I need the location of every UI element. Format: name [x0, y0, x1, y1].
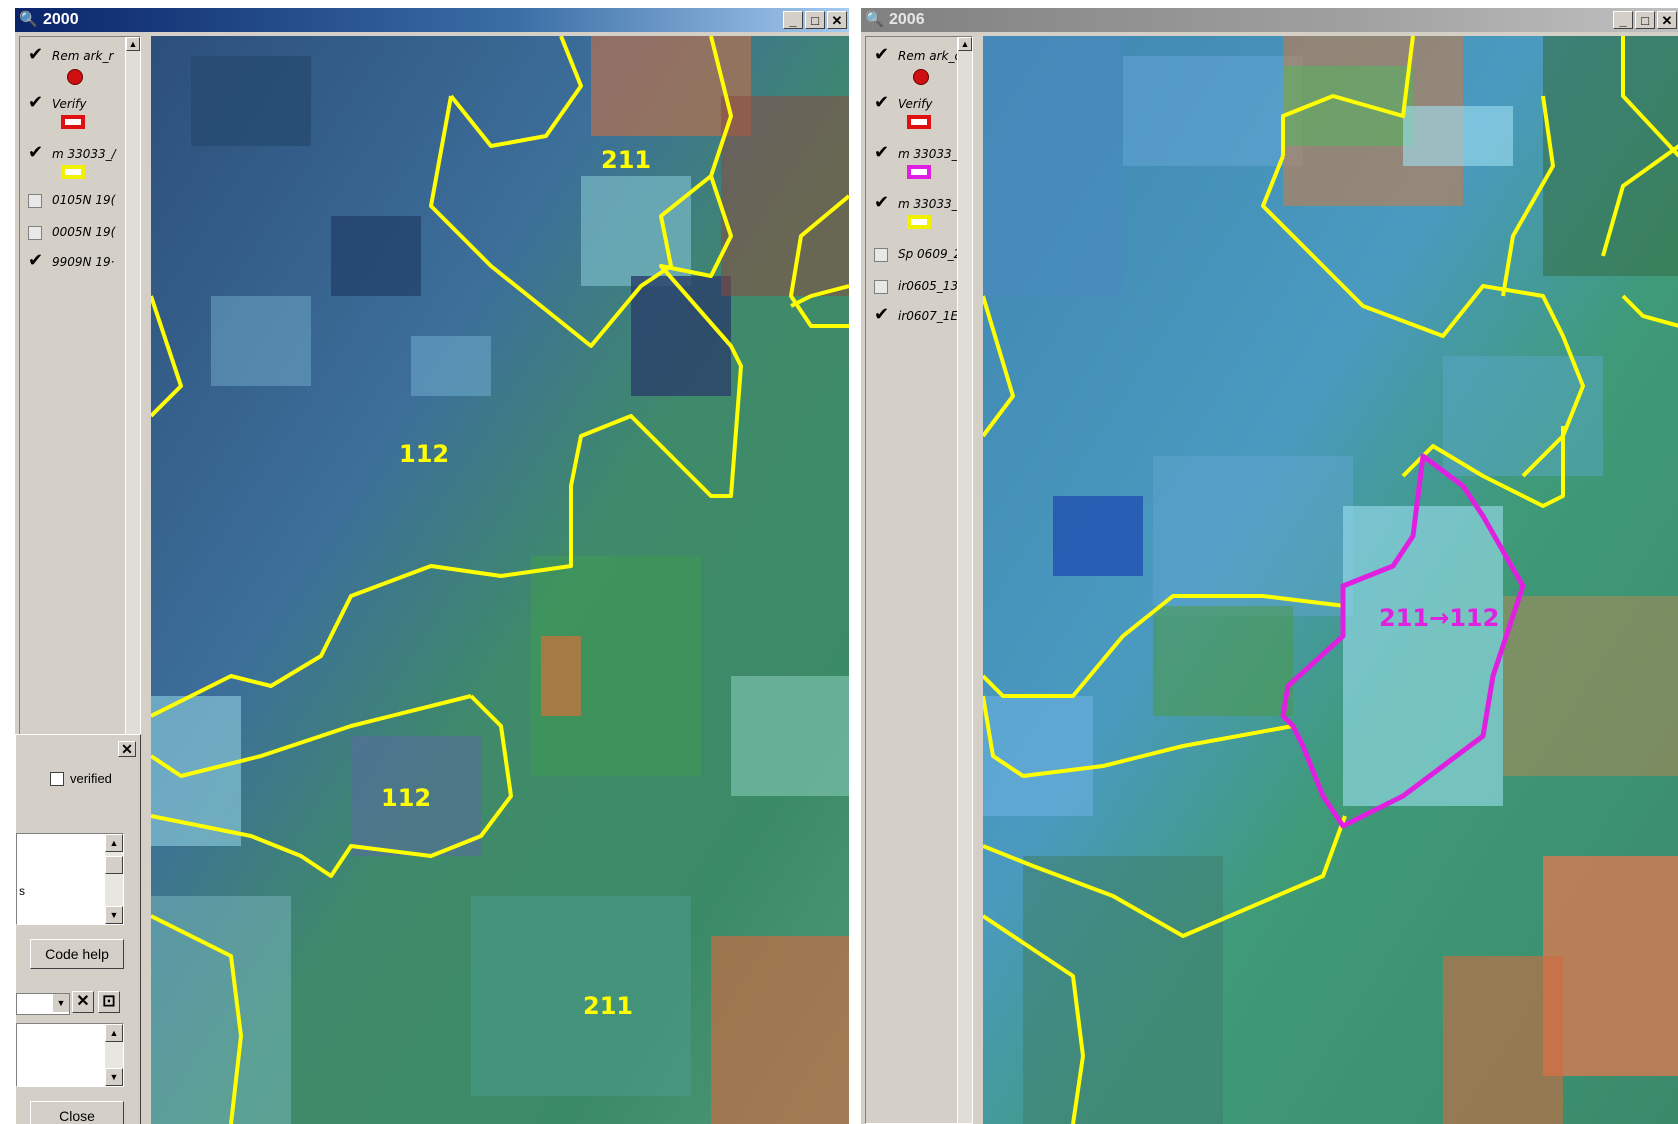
magnifier-icon: 🔍 [865, 11, 884, 28]
layer-label: 0005N 19( [52, 225, 116, 239]
code-textarea[interactable]: ▲ ▼ [16, 1023, 124, 1087]
layer-label: Rem ark_r [52, 49, 114, 63]
layer-list-scrollbar[interactable]: ▲ [957, 37, 972, 1123]
scroll-thumb[interactable] [105, 856, 123, 874]
layer-item-9909n[interactable]: ✔ 9909N 19· [28, 250, 115, 271]
window-title: 2000 [43, 11, 79, 28]
code-help-button[interactable]: Code help [30, 939, 124, 969]
red-dot-symbol-icon [913, 69, 929, 85]
layer-item-m33033-c[interactable]: ✔ m 33033_c [874, 142, 965, 163]
layer-item-remark[interactable]: ✔ Rem ark_r [28, 44, 114, 65]
layer-label: ir0605_13 [898, 279, 959, 293]
layer-item-0005n[interactable]: 0005N 19( [28, 225, 115, 240]
map-label: 211 [601, 146, 651, 174]
map-label: 112 [399, 440, 449, 468]
red-rect-symbol-icon [61, 115, 85, 129]
close-button[interactable]: ✕ [1657, 11, 1677, 29]
textarea-scrollbar[interactable]: ▲ ▼ [105, 834, 123, 924]
layer-label: m 33033_c [898, 147, 965, 161]
red-rect-symbol-icon [907, 115, 931, 129]
code-dropdown[interactable]: ▼ [16, 993, 70, 1015]
target-button[interactable]: ⊡ [98, 991, 120, 1013]
title-bar[interactable]: 🔍 2006 _ □ ✕ [861, 8, 1678, 32]
checkbox-checked[interactable]: ✔ [28, 92, 44, 113]
scroll-up-icon[interactable]: ▲ [105, 1024, 123, 1042]
layer-item-sp0609[interactable]: Sp 0609_2 [874, 247, 961, 262]
layer-label: m 33033_r [898, 197, 963, 211]
scroll-down-icon[interactable]: ▼ [105, 1068, 123, 1086]
textarea-scrollbar[interactable]: ▲ ▼ [105, 1024, 123, 1086]
checkbox-checked[interactable]: ✔ [874, 92, 890, 113]
minimize-button[interactable]: _ [1613, 11, 1633, 29]
layer-item-verify[interactable]: ✔ Verify [874, 92, 933, 113]
layer-item-m33033[interactable]: ✔ m 33033_/ [28, 142, 116, 163]
window-title: 2006 [889, 11, 925, 28]
magenta-rect-symbol-icon [907, 165, 931, 179]
layer-label: 9909N 19· [52, 255, 115, 269]
layer-item-ir0605[interactable]: ir0605_13 [874, 279, 958, 294]
layer-item-0105n[interactable]: 0105N 19( [28, 193, 115, 208]
layer-item-ir0607[interactable]: ✔ ir0607_1E [874, 304, 959, 325]
map-label: 211 [583, 992, 633, 1020]
verify-dialog: ✕ verified s ▲ ▼ Code help ▼ ✕ ⊡ ▲ ▼ Clo… [15, 734, 141, 1124]
scroll-up-icon[interactable]: ▲ [126, 37, 140, 51]
checkbox-unchecked[interactable] [874, 280, 888, 294]
checkbox-unchecked[interactable] [874, 248, 888, 262]
verified-checkbox[interactable]: verified [50, 771, 112, 786]
layer-item-verify[interactable]: ✔ Verify [28, 92, 87, 113]
layer-label: Verify [898, 97, 933, 111]
checkbox-checked[interactable]: ✔ [28, 44, 44, 65]
scroll-up-icon[interactable]: ▲ [105, 834, 123, 852]
red-dot-symbol-icon [67, 69, 83, 85]
maximize-button[interactable]: □ [805, 11, 825, 29]
layer-list: ✔ Rem ark_c ✔ Verify ✔ m 33033_c ✔ m 330… [865, 36, 973, 1124]
yellow-rect-symbol-icon [907, 215, 931, 229]
layer-label: Rem ark_c [898, 49, 962, 63]
scroll-up-icon[interactable]: ▲ [958, 37, 972, 51]
layer-label: ir0607_1E [898, 309, 959, 323]
yellow-rect-symbol-icon [61, 165, 85, 179]
layer-label: Sp 0609_2 [898, 247, 962, 261]
window-2000: 🔍 2000 _ □ ✕ ✔ Rem ark_r ✔ Verify ✔ m 33… [14, 8, 849, 1124]
checkbox-checked[interactable]: ✔ [874, 142, 890, 163]
title-bar[interactable]: 🔍 2000 _ □ ✕ [15, 8, 849, 32]
close-button[interactable]: ✕ [827, 11, 847, 29]
checkbox-checked[interactable]: ✔ [28, 142, 44, 163]
dialog-close-icon[interactable]: ✕ [118, 741, 136, 757]
close-dialog-button[interactable]: Close [30, 1101, 124, 1124]
minimize-button[interactable]: _ [783, 11, 803, 29]
map-label: 211→112 [1379, 604, 1499, 632]
layer-label: Verify [52, 97, 87, 111]
checkbox-unchecked[interactable] [28, 226, 42, 240]
map-view-2000[interactable]: 211 112 112 211 [151, 36, 849, 1124]
checkbox-unchecked[interactable] [50, 771, 64, 786]
layer-label: 0105N 19( [52, 193, 116, 207]
checkbox-checked[interactable]: ✔ [874, 44, 890, 65]
map-view-2006[interactable]: 211→112 [983, 36, 1678, 1124]
magnifier-icon: 🔍 [19, 11, 38, 28]
checkbox-checked[interactable]: ✔ [874, 304, 890, 325]
map-label: 112 [381, 784, 431, 812]
notes-textarea[interactable]: s ▲ ▼ [16, 833, 124, 925]
window-2006: 🔍 2006 _ □ ✕ ✔ Rem ark_c ✔ Verify ✔ m 33… [860, 8, 1678, 1124]
layer-label: m 33033_/ [52, 147, 116, 161]
layer-item-m33033-r[interactable]: ✔ m 33033_r [874, 192, 963, 213]
clear-x-button[interactable]: ✕ [72, 991, 94, 1013]
checkbox-checked[interactable]: ✔ [874, 192, 890, 213]
checkbox-unchecked[interactable] [28, 194, 42, 208]
side-char: s [19, 884, 25, 898]
scroll-down-icon[interactable]: ▼ [105, 906, 123, 924]
checkbox-checked[interactable]: ✔ [28, 250, 44, 271]
layer-item-remark[interactable]: ✔ Rem ark_c [874, 44, 962, 65]
verified-label: verified [70, 771, 112, 786]
chevron-down-icon[interactable]: ▼ [53, 994, 69, 1012]
maximize-button[interactable]: □ [1635, 11, 1655, 29]
